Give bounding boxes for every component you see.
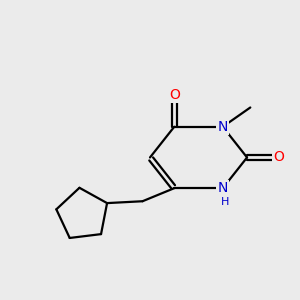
Text: H: H	[220, 197, 229, 207]
Text: N: N	[218, 181, 228, 195]
Text: N: N	[218, 120, 228, 134]
Text: O: O	[169, 88, 180, 102]
Text: O: O	[273, 151, 284, 164]
